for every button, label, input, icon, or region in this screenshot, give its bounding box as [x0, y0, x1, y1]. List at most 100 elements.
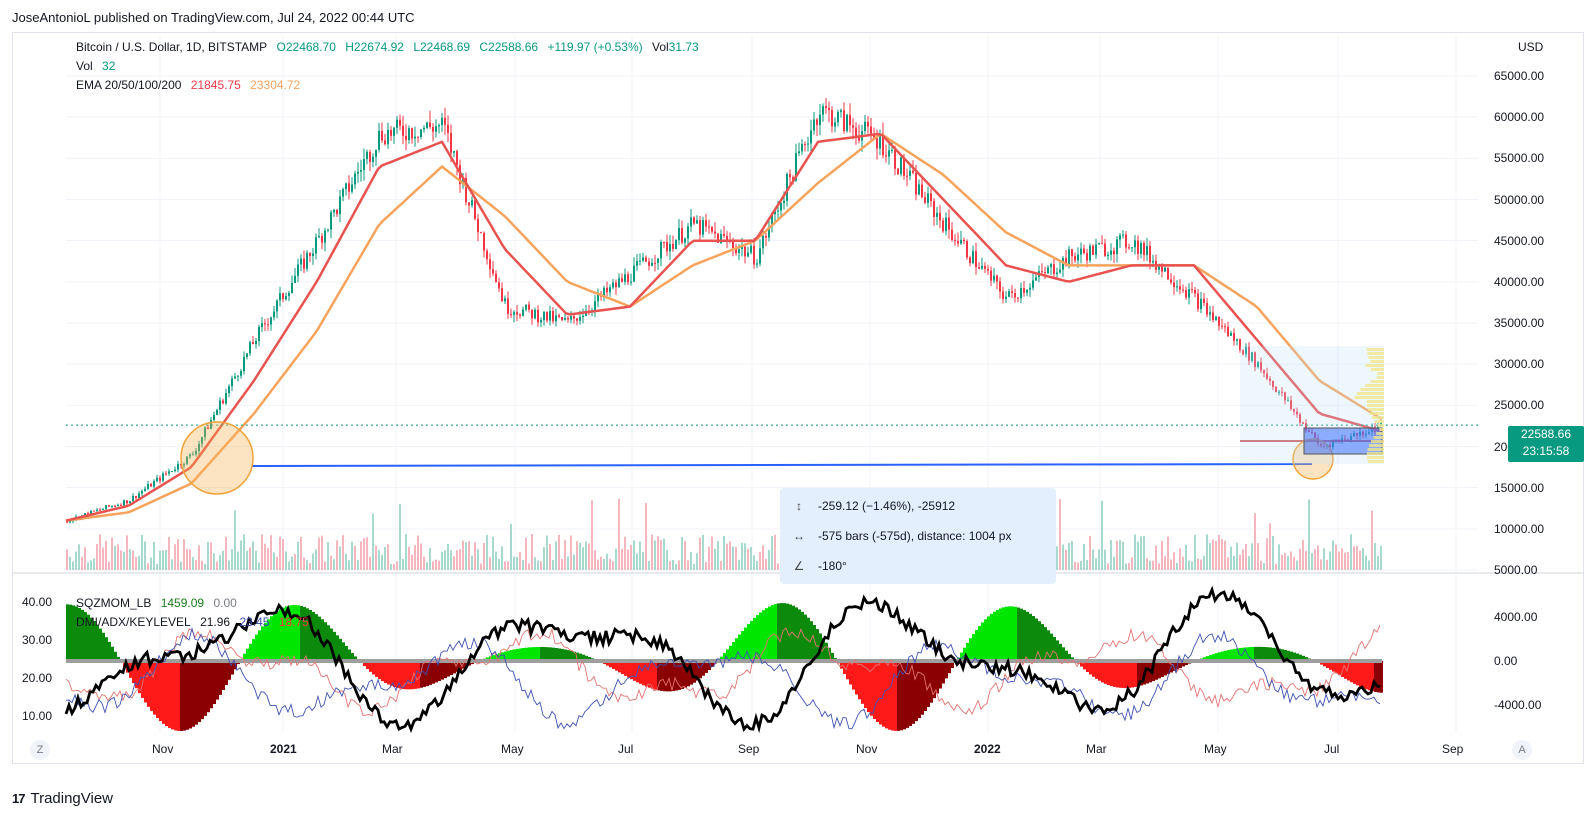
candle-body	[381, 130, 383, 141]
candle-body	[1185, 290, 1187, 298]
candle-body	[1203, 298, 1205, 303]
sqzmom-bar	[1344, 661, 1347, 679]
legend-dmi-row[interactable]: DMI/ADX/KEYLEVEL 21.96 23.45 18.75	[76, 615, 315, 629]
volume-bar	[1185, 544, 1187, 570]
sqzmom-bar	[927, 661, 930, 707]
legend-symbol[interactable]: Bitcoin / U.S. Dollar, 1D, BITSTAMP	[76, 40, 268, 54]
volume-bar	[468, 541, 470, 570]
legend-ema-label: EMA 20/50/100/200	[76, 78, 182, 92]
candle-body	[279, 293, 281, 301]
sqzmom-bar	[846, 661, 849, 680]
candle-body	[960, 239, 962, 244]
sqzmom-bar	[915, 661, 918, 722]
candle-body	[360, 170, 362, 172]
time-axis-tick: Jul	[618, 742, 634, 756]
sqzmom-bar	[522, 647, 525, 661]
sqzmom-bar	[753, 617, 756, 661]
candle-body	[1290, 400, 1292, 409]
candle-body	[1143, 243, 1145, 256]
candle-body	[1293, 408, 1295, 412]
sqzmom-bar	[339, 638, 342, 661]
volume-bar	[573, 554, 575, 570]
candle-body	[168, 471, 170, 474]
candle-body	[651, 262, 653, 266]
tradingview-brand: TradingView	[30, 790, 114, 807]
volume-bar	[684, 541, 686, 570]
zoom-axis-button[interactable]: Z	[30, 740, 50, 760]
volume-bar	[1311, 553, 1313, 570]
volume-bar	[366, 537, 368, 570]
sqzmom-bar	[687, 661, 690, 687]
volume-bar	[1368, 560, 1370, 570]
volume-bar	[1293, 557, 1295, 570]
volume-bar	[750, 547, 752, 570]
sqzmom-bar	[1323, 661, 1326, 667]
osc-axis-tick: 4000.00	[1494, 610, 1538, 624]
candle-body	[906, 175, 908, 177]
auto-scale-button[interactable]: A	[1512, 740, 1532, 760]
footer[interactable]: 17 TradingView	[12, 790, 113, 807]
volume-bar	[636, 553, 638, 570]
volume-bar	[1248, 556, 1250, 570]
volume-bar	[1149, 560, 1151, 570]
sqzmom-bar	[693, 661, 696, 683]
sqzmom-bar	[537, 646, 540, 661]
volume-profile-bar	[1365, 364, 1384, 367]
sqzmom-bar	[1275, 648, 1278, 661]
candle-body	[1056, 272, 1058, 275]
volume-bar	[90, 560, 92, 570]
time-axis-tick: Mar	[1086, 742, 1107, 756]
candle-body	[291, 283, 293, 293]
candle-body	[105, 505, 107, 510]
volume-bar	[540, 561, 542, 570]
volume-bar	[1206, 534, 1208, 570]
sqzmom-bar	[1050, 633, 1053, 661]
candle-body	[1281, 391, 1283, 393]
volume-bar	[141, 534, 143, 570]
legend-sqzmom-row[interactable]: SQZMOM_LB 1459.09 0.00	[76, 596, 243, 610]
candle-body	[423, 127, 425, 130]
volume-bar	[747, 548, 749, 570]
volume-bar	[282, 539, 284, 570]
sqzmom-bar	[930, 661, 933, 703]
candle-body	[1263, 370, 1265, 374]
candle-body	[228, 386, 230, 394]
candle-body	[1017, 297, 1019, 299]
volume-bar	[390, 563, 392, 570]
candle-body	[1137, 240, 1139, 254]
volume-bar	[336, 540, 338, 570]
candle-body	[537, 309, 539, 323]
candle-body	[1050, 264, 1052, 268]
volume-bar	[171, 559, 173, 570]
sqzmom-bar	[741, 630, 744, 661]
time-axis-tick: Sep	[1442, 742, 1464, 756]
sqzmom-bar	[135, 661, 138, 689]
candle-body	[903, 157, 905, 176]
sqzmom-bar	[642, 661, 645, 686]
volume-bar	[768, 549, 770, 570]
candle-body	[1152, 260, 1154, 263]
sqzmom-bar	[561, 648, 564, 661]
volume-bar	[381, 554, 383, 570]
candle-body	[108, 505, 110, 507]
volume-bar	[1308, 499, 1310, 570]
legend-volume-row[interactable]: Vol 32	[76, 59, 121, 73]
candle-body	[144, 488, 146, 492]
volume-bar	[99, 534, 101, 570]
sqzmom-bar	[672, 661, 675, 692]
volume-bar	[1233, 555, 1235, 570]
sqzmom-bar	[1107, 661, 1110, 686]
legend-ema-row[interactable]: EMA 20/50/100/200 21845.75 23304.72	[76, 78, 306, 92]
candle-body	[378, 130, 380, 150]
candle-body	[804, 144, 806, 146]
sqzmom-bar	[1284, 649, 1287, 661]
sqzmom-bar	[1236, 648, 1239, 661]
volume-bar	[690, 552, 692, 570]
volume-bar	[624, 536, 626, 570]
candle-body	[1086, 253, 1088, 261]
volume-bar	[300, 536, 302, 570]
volume-bar	[81, 556, 83, 570]
sqzmom-bar	[138, 661, 141, 694]
sqzmom-bar	[84, 612, 87, 661]
